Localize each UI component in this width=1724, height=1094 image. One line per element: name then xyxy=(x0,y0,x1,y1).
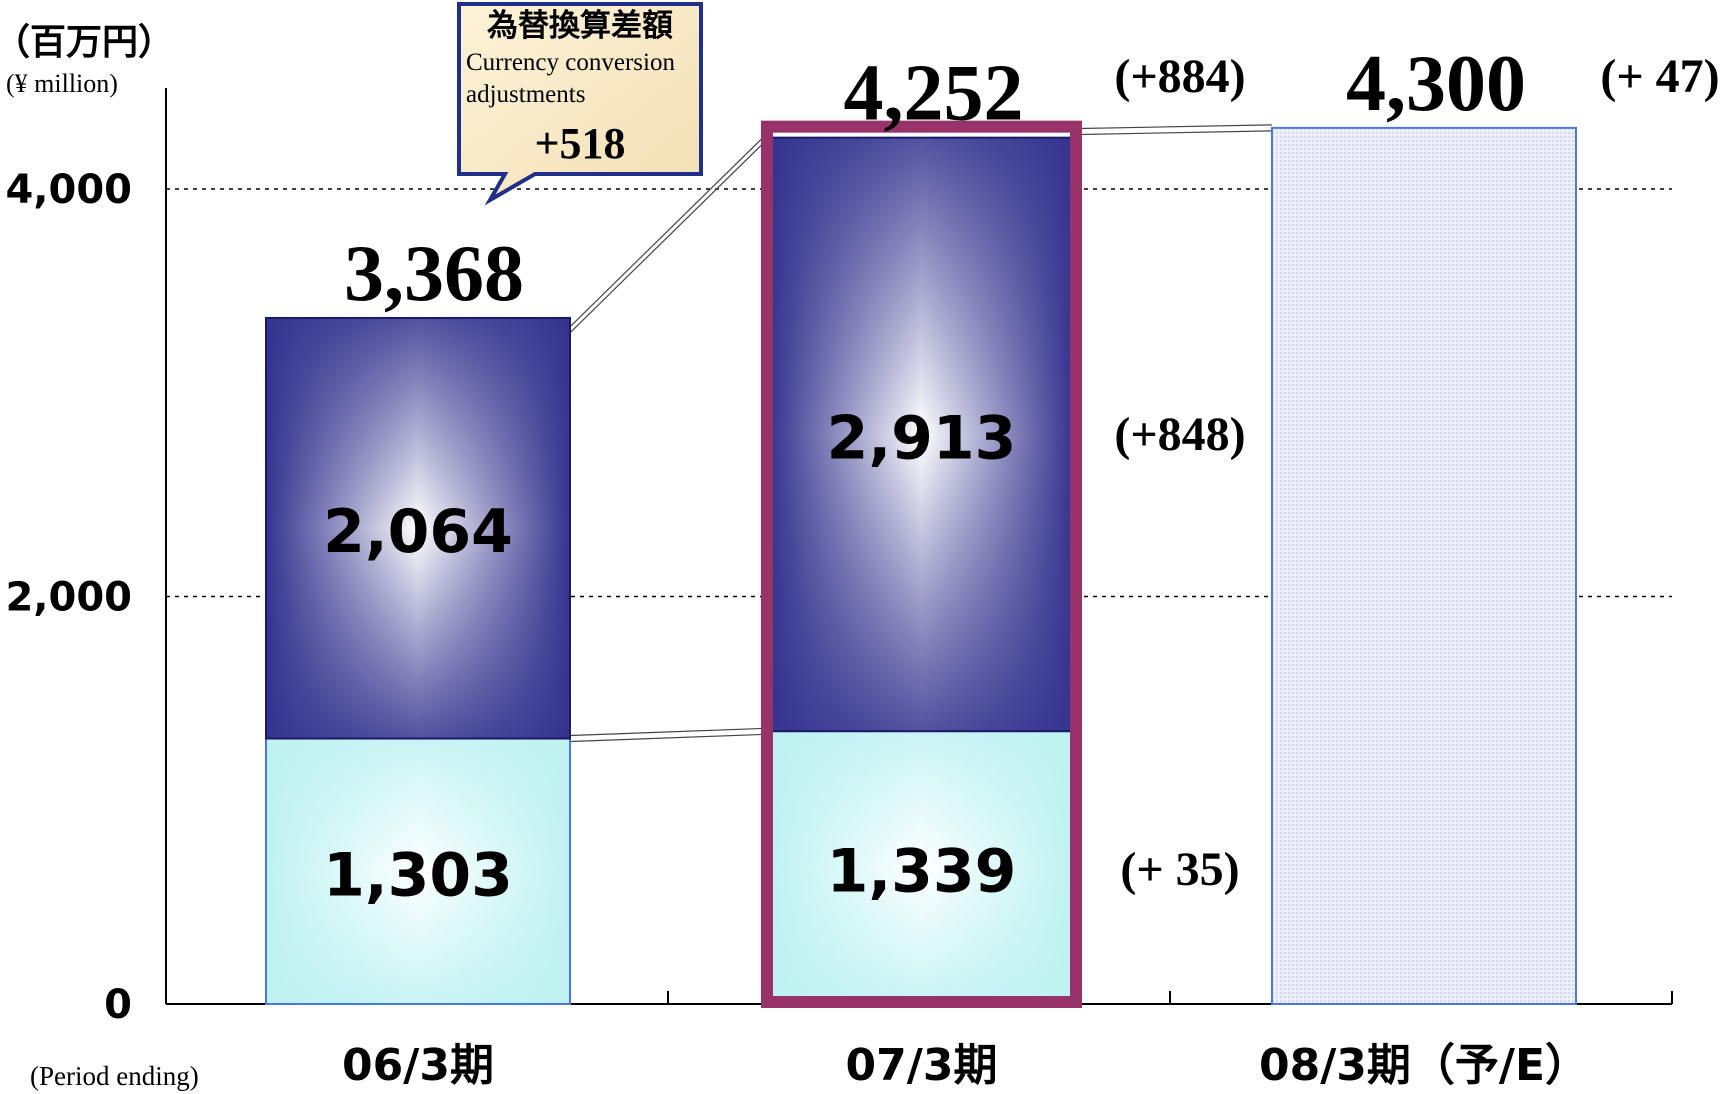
unit-label-en: (¥ million) xyxy=(6,69,118,98)
category-label: 08/3期（予/E） xyxy=(1259,1040,1589,1091)
highlight-frame xyxy=(761,120,1082,1008)
callout-title-en-2: adjustments xyxy=(466,81,585,108)
y-tick-label: 4,000 xyxy=(5,167,132,213)
change-label-total-07: (+884) xyxy=(1114,50,1245,103)
y-tick-label: 0 xyxy=(104,982,132,1028)
callout-title-en-1: Currency conversion xyxy=(466,49,675,76)
bar-upper-0-outline xyxy=(265,316,571,740)
bar-lower-0-shade-v xyxy=(266,738,570,1004)
connector-top-1-a xyxy=(569,130,771,328)
connector-lines xyxy=(569,124,1273,743)
connector-lower-b xyxy=(569,733,771,743)
callout-title-jp: 為替換算差額 xyxy=(487,8,673,44)
bar-forecast-2 xyxy=(1271,126,1577,1005)
data-label-upper: 2,064 xyxy=(323,497,513,567)
change-label-upper-07: (+848) xyxy=(1114,408,1245,461)
data-label-lower: 1,303 xyxy=(323,840,513,910)
callout-shape xyxy=(457,2,703,206)
bar-upper-0 xyxy=(265,316,571,740)
bar-upper-1 xyxy=(769,136,1074,733)
bar-upper-0-shade-v xyxy=(266,317,570,739)
unit-label-jp: （百万円） xyxy=(0,22,174,63)
data-label-upper: 2,913 xyxy=(827,403,1017,473)
callout-value: +518 xyxy=(534,119,625,168)
total-label: 4,300 xyxy=(1346,40,1526,128)
category-label: 07/3期 xyxy=(846,1040,998,1091)
bar-lower-0 xyxy=(265,737,571,1005)
bar-lower-1-shade-v xyxy=(770,731,1073,1004)
y-tick-labels: 0 2,000 4,000 xyxy=(5,167,132,1028)
bar-lower-1 xyxy=(769,730,1074,1006)
connector-top-1-b xyxy=(569,136,771,334)
label-layer: 1,303 2,064 3,368 06/3期 1,339 2,913 4,252 07/3期… xyxy=(323,40,1720,1091)
bar-upper-1-shade-v xyxy=(770,137,1073,732)
bar-layer xyxy=(265,120,1577,1008)
callout-currency-adjustment: 為替換算差額 Currency conversion adjustments +… xyxy=(457,2,703,206)
y-tick-label: 2,000 xyxy=(5,575,132,621)
category-label: 06/3期 xyxy=(342,1040,494,1091)
connector-top-2-a xyxy=(1072,124,1273,130)
x-note: (Period ending) xyxy=(30,1061,199,1091)
data-label-lower: 1,339 xyxy=(827,837,1017,907)
change-label-total-08: (+ 47) xyxy=(1600,50,1719,103)
change-label-lower-07: (+ 35) xyxy=(1120,843,1239,896)
total-label: 4,252 xyxy=(844,50,1024,138)
connector-top-2-b xyxy=(1072,130,1273,136)
total-label: 3,368 xyxy=(344,230,524,318)
connector-lower-a xyxy=(569,727,771,737)
